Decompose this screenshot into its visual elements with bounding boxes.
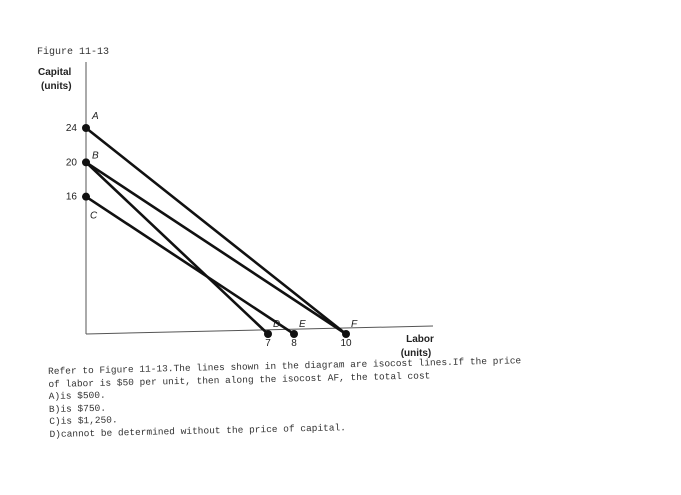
point-label-f: F — [351, 319, 358, 330]
point-label-c: C — [90, 211, 98, 222]
x-tick-7: 7 — [265, 338, 271, 349]
x-tick-10: 10 — [340, 338, 352, 349]
isocost-line-ce — [84, 195, 296, 336]
x-axis — [85, 325, 434, 335]
y-axis-label: Capital — [38, 67, 72, 78]
x-axis-label: Labor — [406, 334, 434, 345]
point-e — [290, 330, 298, 338]
y-tick-24: 24 — [66, 123, 78, 134]
point-label-d: D — [273, 319, 280, 330]
point-c — [82, 192, 90, 201]
point-label-e: E — [299, 319, 306, 330]
question-text: Refer to Figure 11-13.The lines shown in… — [48, 352, 670, 441]
y-tick-16: 16 — [66, 192, 78, 203]
y-tick-20: 20 — [66, 157, 78, 168]
point-a — [82, 124, 90, 132]
isocost-line-bd — [84, 161, 270, 336]
isocost-line-af — [84, 126, 348, 336]
isocost-chart: Capital (units) Labor (units) 24 20 16 7 8 10 A B C D… — [38, 62, 434, 359]
point-label-a: A — [91, 111, 99, 122]
x-axis-unit-label: (units) — [401, 348, 432, 359]
point-b — [82, 158, 90, 167]
y-axis-unit-label: (units) — [41, 81, 72, 92]
figure-label: Figure 11-13 — [37, 47, 110, 58]
x-tick-8: 8 — [291, 338, 297, 349]
isocost-line-bf — [84, 161, 348, 336]
point-d — [264, 330, 272, 338]
point-label-b: B — [92, 150, 99, 161]
point-f — [342, 330, 350, 338]
